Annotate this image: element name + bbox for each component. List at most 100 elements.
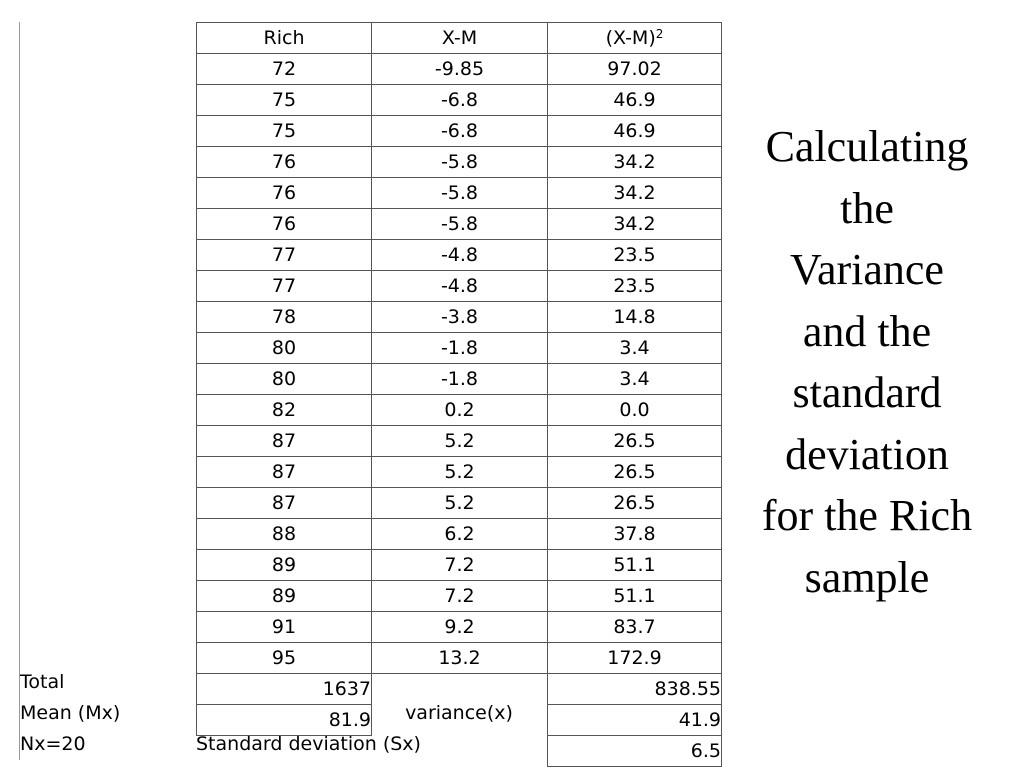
cell-rich: 88 [196,518,372,550]
header-squared-deviation: (X-M)2 [547,22,722,54]
table-row: 80 -1.8 3.4 [196,363,722,395]
cell-rich: 76 [196,208,372,240]
cell-rich: 72 [196,53,372,85]
table-row: 87 5.2 26.5 [196,487,722,519]
total-label: Total [20,671,65,693]
cell-deviation: -3.8 [371,301,548,333]
table-row: 91 9.2 83.7 [196,611,722,643]
cell-rich: 95 [196,642,372,674]
table-row: 76 -5.8 34.2 [196,146,722,178]
slide-title: Calculating the Variance and the standard dev… [738,116,996,608]
table-row: 76 -5.8 34.2 [196,208,722,240]
cell-deviation: 6.2 [371,518,548,550]
cell-squared-deviation: 51.1 [547,580,722,612]
cell-deviation: 7.2 [371,549,548,581]
cell-deviation: -1.8 [371,363,548,395]
header-row: Rich X-M (X-M)2 [196,22,722,54]
table-row: 75 -6.8 46.9 [196,115,722,147]
cell-deviation: -4.8 [371,239,548,271]
cell-deviation: -6.8 [371,115,548,147]
cell-squared-deviation: 46.9 [547,84,722,116]
title-line: for the Rich [761,491,973,540]
table-row: 82 0.2 0.0 [196,394,722,426]
cell-rich: 89 [196,549,372,581]
cell-squared-deviation: 83.7 [547,611,722,643]
empty-cell [371,673,548,705]
n-label: Nx=20 [20,733,86,755]
cell-squared-deviation: 34.2 [547,208,722,240]
cell-rich: 87 [196,456,372,488]
cell-deviation: -6.8 [371,84,548,116]
title-line: the [840,183,894,233]
table-row: 87 5.2 26.5 [196,456,722,488]
title-line: standard [792,368,942,417]
cell-deviation: -9.85 [371,53,548,85]
mean-label: Mean (Mx) [20,702,121,724]
title-line: Variance [790,245,944,294]
table-row: 89 7.2 51.1 [196,580,722,612]
cell-rich: 78 [196,301,372,333]
table-row: 95 13.2 172.9 [196,642,722,674]
cell-rich: 87 [196,487,372,519]
cell-squared-deviation: 26.5 [547,425,722,457]
table-row: 89 7.2 51.1 [196,549,722,581]
cell-squared-deviation: 0.0 [547,394,722,426]
table-row: 77 -4.8 23.5 [196,239,722,271]
header-rich: Rich [196,22,372,54]
cell-rich: 77 [196,270,372,302]
empty-cell [371,704,548,736]
table-row: 80 -1.8 3.4 [196,332,722,364]
table-row: 78 -3.8 14.8 [196,301,722,333]
variance-table: Rich X-M (X-M)2 72 -9.85 97.02 75 -6.8 46.9 75… [196,22,722,767]
total-rich-value: 1637 [196,673,372,705]
title-line: deviation [785,429,949,479]
left-gridline [19,22,20,760]
table-row: 88 6.2 37.8 [196,518,722,550]
table-row: 72 -9.85 97.02 [196,53,722,85]
cell-squared-deviation: 37.8 [547,518,722,550]
cell-deviation: 13.2 [371,642,548,674]
cell-deviation: 9.2 [371,611,548,643]
cell-rich: 91 [196,611,372,643]
cell-squared-deviation: 34.2 [547,177,722,209]
title-line: Calculating [765,122,969,171]
table-row: 76 -5.8 34.2 [196,177,722,209]
cell-deviation: -1.8 [371,332,548,364]
cell-deviation: 0.2 [371,394,548,426]
cell-squared-deviation: 51.1 [547,549,722,581]
cell-rich: 87 [196,425,372,457]
cell-deviation: -5.8 [371,177,548,209]
cell-deviation: 7.2 [371,580,548,612]
cell-squared-deviation: 172.9 [547,642,722,674]
table-row: 75 -6.8 46.9 [196,84,722,116]
cell-deviation: -4.8 [371,270,548,302]
cell-deviation: 5.2 [371,425,548,457]
cell-rich: 80 [196,363,372,395]
cell-squared-deviation: 3.4 [547,363,722,395]
total-squared-value: 838.55 [547,673,722,705]
table-row: 77 -4.8 23.5 [196,270,722,302]
cell-rich: 82 [196,394,372,426]
cell-squared-deviation: 34.2 [547,146,722,178]
cell-rich: 76 [196,146,372,178]
cell-squared-deviation: 14.8 [547,301,722,333]
cell-rich: 75 [196,115,372,147]
summary-row: 6.5 [197,735,722,767]
superscript-two: 2 [655,27,664,41]
summary-row: 81.9 41.9 [196,704,722,736]
cell-deviation: -5.8 [371,208,548,240]
cell-squared-deviation: 23.5 [547,270,722,302]
cell-rich: 89 [196,580,372,612]
cell-squared-deviation: 26.5 [547,487,722,519]
sd-label: Standard deviation (Sx) [196,733,421,755]
cell-rich: 76 [196,177,372,209]
cell-squared-deviation: 26.5 [547,456,722,488]
cell-rich: 80 [196,332,372,364]
variance-label: variance(x) [405,702,513,724]
cell-deviation: 5.2 [371,487,548,519]
title-line: and the [802,306,932,356]
cell-squared-deviation: 3.4 [547,332,722,364]
header-deviation: X-M [371,22,548,54]
cell-deviation: 5.2 [371,456,548,488]
title-line: sample [804,552,930,602]
